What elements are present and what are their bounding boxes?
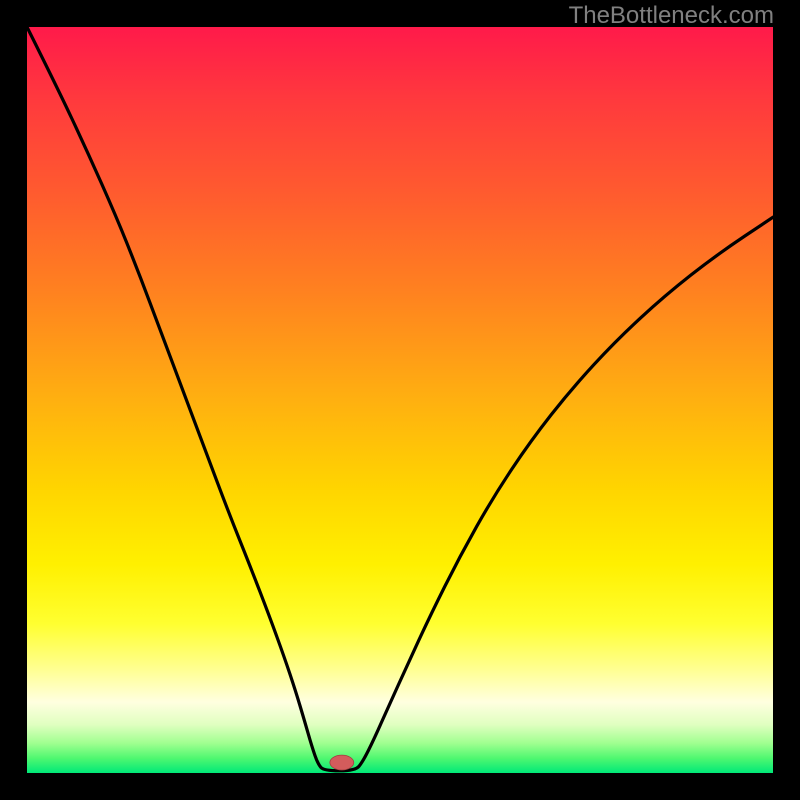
watermark-text: TheBottleneck.com (569, 2, 774, 30)
gradient-background (27, 27, 773, 773)
bottleneck-chart (27, 27, 773, 773)
plot-area (27, 27, 773, 773)
optimal-point-marker (330, 755, 354, 770)
